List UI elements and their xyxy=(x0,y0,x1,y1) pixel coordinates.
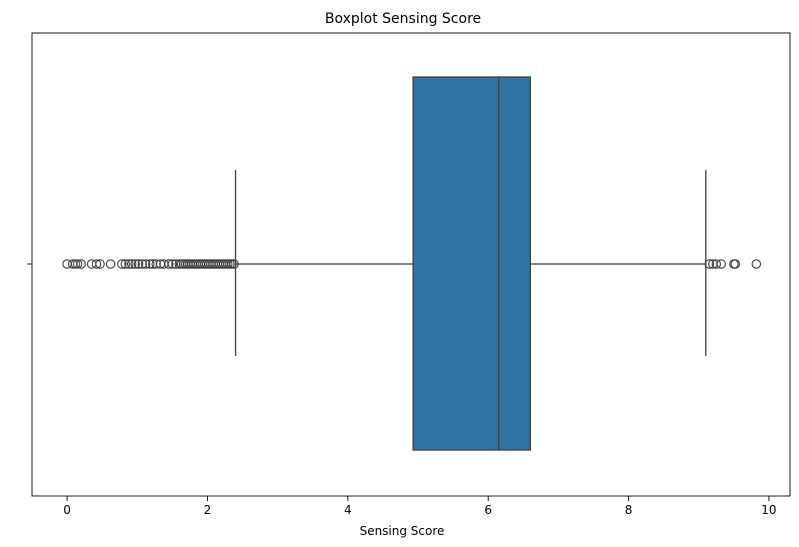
outlier-point xyxy=(137,259,147,269)
outlier-point xyxy=(120,259,131,269)
outlier-point xyxy=(117,259,127,269)
outlier-point xyxy=(91,259,102,269)
outlier-point xyxy=(164,259,174,269)
x-tick-label: 4 xyxy=(344,503,352,517)
x-tick-label: 10 xyxy=(761,503,776,517)
outlier-point xyxy=(105,259,116,269)
iqr-box xyxy=(412,76,531,451)
chart-title: Boxplot Sensing Score xyxy=(325,11,481,27)
outlier-point xyxy=(229,259,239,269)
outlier-point xyxy=(151,259,161,269)
outlier-point xyxy=(145,259,155,269)
outlier-point xyxy=(716,259,726,269)
outlier-point xyxy=(130,259,140,269)
outlier-point xyxy=(171,259,181,269)
outlier-point xyxy=(751,259,762,269)
outlier-point xyxy=(167,259,178,269)
x-tick-label: 8 xyxy=(625,503,633,517)
x-tick-label: 6 xyxy=(484,503,492,517)
outlier-point xyxy=(86,259,97,269)
outlier-point xyxy=(124,259,134,269)
outlier-point xyxy=(730,259,741,269)
x-tick-label: 0 xyxy=(63,503,71,517)
outlier-point xyxy=(711,259,722,269)
outlier-point xyxy=(147,259,158,269)
outlier-point xyxy=(126,259,137,269)
outlier-point xyxy=(140,259,151,269)
outlier-point xyxy=(72,259,83,269)
plot-area xyxy=(62,76,762,451)
outlier-point xyxy=(76,259,86,269)
plot-frame xyxy=(31,32,791,497)
outlier-point xyxy=(704,259,715,269)
x-tick-label: 2 xyxy=(204,503,212,517)
x-axis-label: Sensing Score xyxy=(360,524,445,538)
outlier-point xyxy=(95,259,105,269)
x-axis: 0 2 4 6 8 10 xyxy=(63,496,777,517)
outlier-point xyxy=(133,259,144,269)
